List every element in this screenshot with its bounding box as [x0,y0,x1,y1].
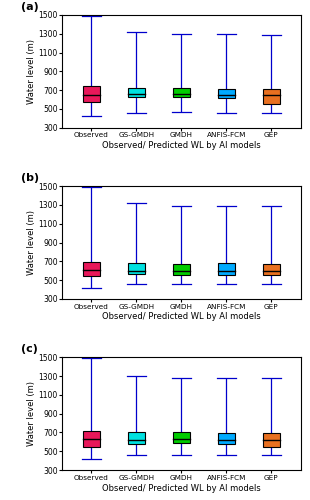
Text: (a): (a) [21,2,39,12]
X-axis label: Observed/ Predicted WL by AI models: Observed/ Predicted WL by AI models [102,142,261,150]
Text: (b): (b) [21,173,40,183]
Bar [173,264,190,275]
Y-axis label: Water level (m): Water level (m) [27,39,36,104]
Bar [128,263,145,274]
Bar [128,88,145,96]
Y-axis label: Water level (m): Water level (m) [27,381,36,446]
Bar [263,264,280,275]
Bar [128,432,145,444]
Bar [218,433,235,444]
Bar [218,264,235,276]
Text: (c): (c) [21,344,38,354]
X-axis label: Observed/ Predicted WL by AI models: Observed/ Predicted WL by AI models [102,484,261,492]
Bar [83,431,100,446]
X-axis label: Observed/ Predicted WL by AI models: Observed/ Predicted WL by AI models [102,312,261,322]
Bar [173,88,190,97]
Bar [83,86,100,102]
Bar [263,89,280,104]
Y-axis label: Water level (m): Water level (m) [27,210,36,275]
Bar [173,432,190,444]
Bar [83,262,100,276]
Bar [263,433,280,446]
Bar [218,89,235,98]
